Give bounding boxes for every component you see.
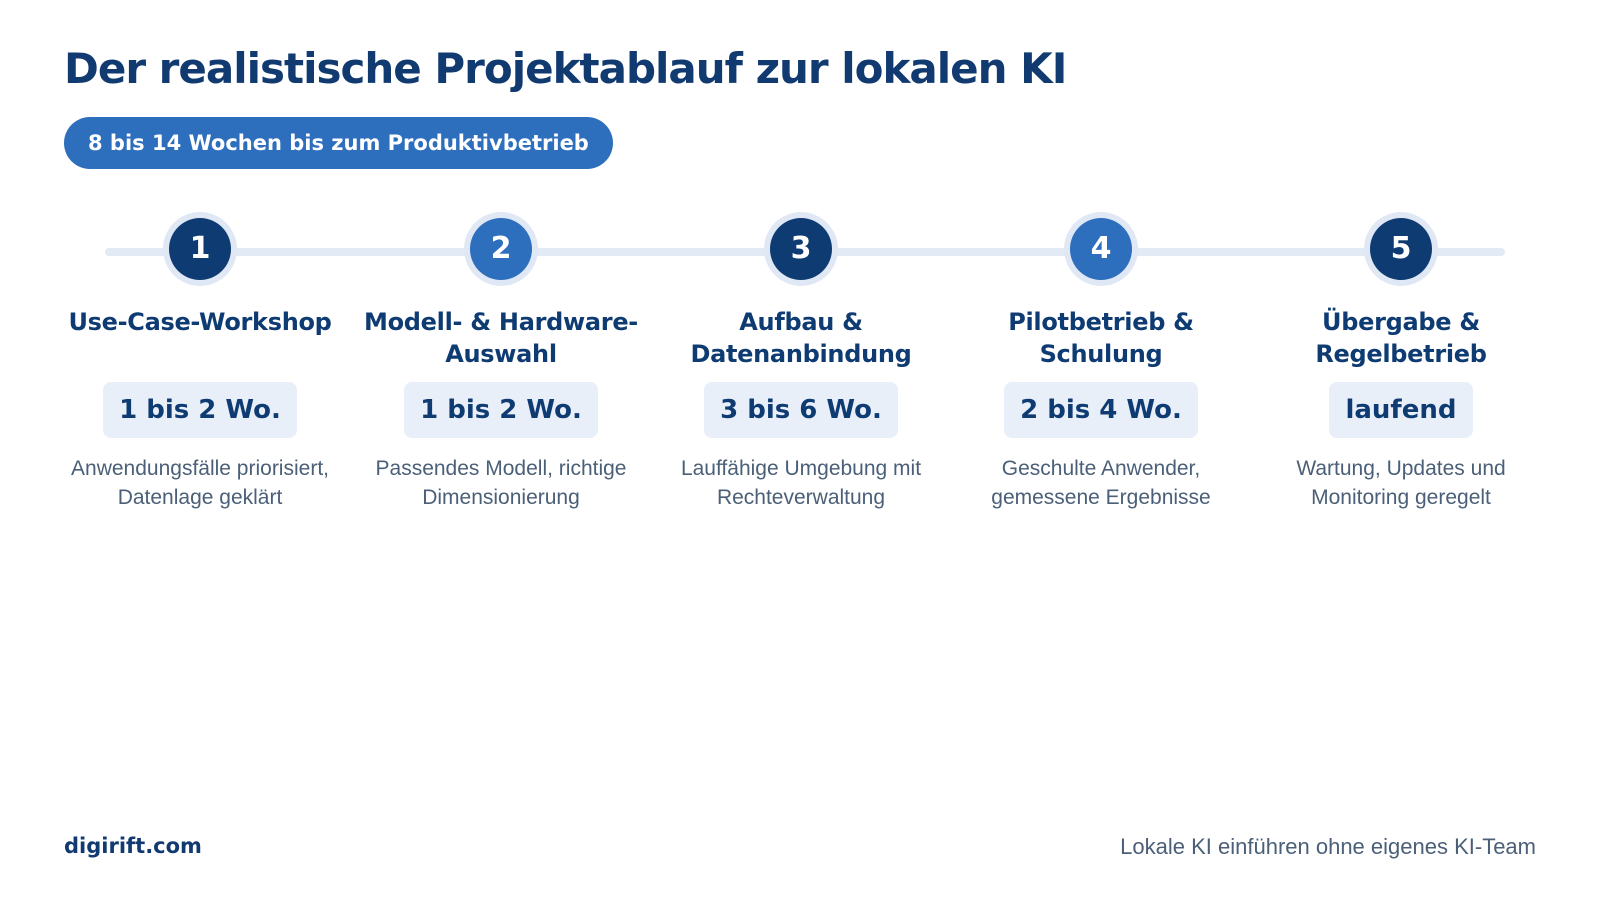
step-description: Passendes Modell, richtige Dimensionieru… <box>375 457 627 509</box>
step-title: Aufbau & Datenanbindung <box>690 308 912 368</box>
step-number: 2 <box>470 218 532 280</box>
timeline-step-5: 5 Übergabe & Regelbetrieb laufend Wartun… <box>1256 212 1546 552</box>
timeline-step-4: 4 Pilotbetrieb & Schulung 2 bis 4 Wo. Ge… <box>956 212 1246 552</box>
step-number: 1 <box>169 218 231 280</box>
step-duration: 2 bis 4 Wo. <box>1004 382 1198 438</box>
timeline-step-1: 1 Use-Case-Workshop 1 bis 2 Wo. Anwendun… <box>55 212 345 552</box>
step-description: Geschulte Anwender, gemessene Ergebnisse <box>991 457 1211 509</box>
step-title: Übergabe & Regelbetrieb <box>1315 308 1487 368</box>
step-description: Wartung, Updates und Monitoring geregelt <box>1296 457 1506 509</box>
step-description: Anwendungsfälle priorisiert, Datenlage g… <box>71 457 329 509</box>
step-marker: 3 <box>764 212 838 286</box>
step-duration: 3 bis 6 Wo. <box>704 382 898 438</box>
step-marker: 2 <box>464 212 538 286</box>
step-duration: 1 bis 2 Wo. <box>404 382 598 438</box>
step-number: 5 <box>1370 218 1432 280</box>
step-duration: laufend <box>1329 382 1473 438</box>
step-marker: 4 <box>1064 212 1138 286</box>
timeline-step-2: 2 Modell- & Hardware-Auswahl 1 bis 2 Wo.… <box>356 212 646 552</box>
timeline-step-3: 3 Aufbau & Datenanbindung 3 bis 6 Wo. La… <box>656 212 946 552</box>
step-description: Lauffähige Umgebung mit Rechteverwaltung <box>680 457 922 509</box>
step-marker: 1 <box>163 212 237 286</box>
step-title: Pilotbetrieb & Schulung <box>1008 308 1194 368</box>
step-duration: 1 bis 2 Wo. <box>103 382 297 438</box>
step-number: 4 <box>1070 218 1132 280</box>
step-title: Use-Case-Workshop <box>68 308 332 336</box>
step-marker: 5 <box>1364 212 1438 286</box>
footer-tagline: Lokale KI einführen ohne eigenes KI-Team <box>1120 834 1536 859</box>
duration-badge: 8 bis 14 Wochen bis zum Produktivbetrieb <box>64 117 613 169</box>
page-title: Der realistische Projektablauf zur lokal… <box>64 44 1067 93</box>
step-title: Modell- & Hardware-Auswahl <box>364 308 638 368</box>
brand-name: digirift.com <box>64 834 202 858</box>
step-number: 3 <box>770 218 832 280</box>
